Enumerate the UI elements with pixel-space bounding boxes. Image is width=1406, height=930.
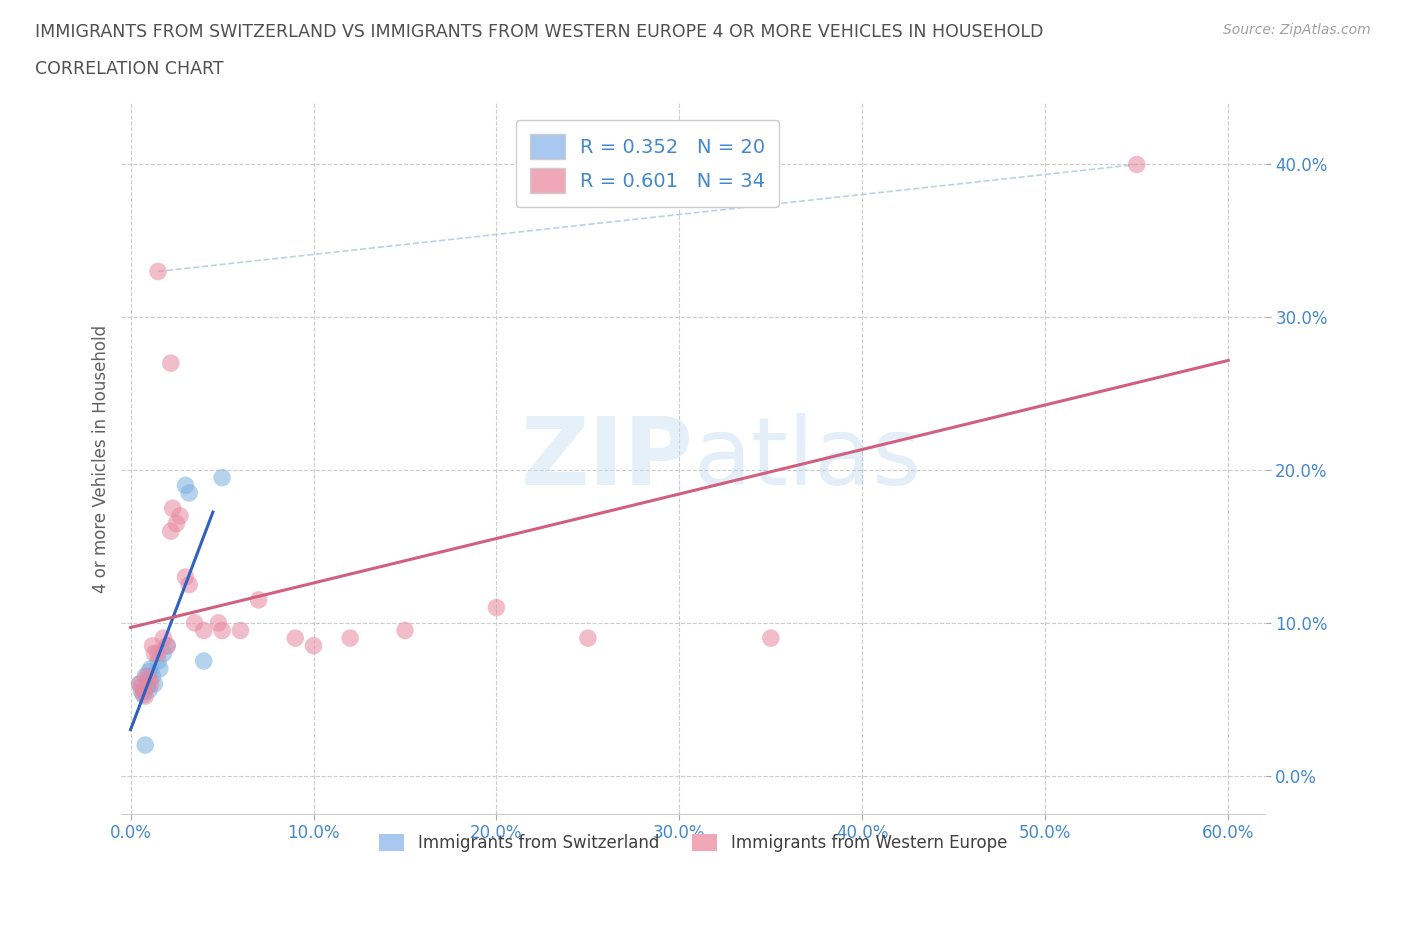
Point — [174, 569, 197, 584]
Point — [284, 631, 307, 645]
Point — [394, 623, 416, 638]
Point — [193, 623, 215, 638]
Point — [143, 676, 166, 691]
Point — [128, 676, 150, 691]
Point — [179, 578, 201, 592]
Point — [141, 669, 163, 684]
Point — [156, 638, 179, 653]
Point — [152, 646, 174, 661]
Point — [138, 683, 160, 698]
Point — [229, 623, 252, 638]
Point — [339, 631, 361, 645]
Point — [207, 616, 229, 631]
Point — [149, 661, 172, 676]
Point — [160, 355, 183, 370]
Point — [128, 676, 150, 691]
Point — [132, 687, 155, 702]
Point — [132, 684, 155, 699]
Point — [160, 524, 183, 538]
Point — [139, 676, 162, 691]
Text: CORRELATION CHART: CORRELATION CHART — [35, 60, 224, 78]
Point — [143, 646, 166, 661]
Legend: Immigrants from Switzerland, Immigrants from Western Europe: Immigrants from Switzerland, Immigrants … — [373, 828, 1014, 858]
Point — [136, 680, 159, 695]
Point — [131, 684, 153, 699]
Point — [165, 516, 187, 531]
Point — [211, 471, 233, 485]
Point — [485, 600, 508, 615]
Point — [156, 638, 179, 653]
Point — [138, 672, 160, 687]
Point — [134, 689, 156, 704]
Point — [141, 638, 163, 653]
Point — [136, 669, 159, 684]
Point — [138, 664, 160, 679]
Point — [576, 631, 599, 645]
Y-axis label: 4 or more Vehicles in Household: 4 or more Vehicles in Household — [93, 325, 110, 592]
Point — [193, 654, 215, 669]
Point — [179, 485, 201, 500]
Point — [152, 631, 174, 645]
Point — [134, 737, 156, 752]
Point — [162, 500, 184, 515]
Point — [247, 592, 270, 607]
Point — [138, 673, 160, 688]
Point — [169, 509, 191, 524]
Point — [759, 631, 782, 645]
Point — [183, 616, 205, 631]
Point — [211, 623, 233, 638]
Point — [146, 264, 169, 279]
Text: IMMIGRANTS FROM SWITZERLAND VS IMMIGRANTS FROM WESTERN EUROPE 4 OR MORE VEHICLES: IMMIGRANTS FROM SWITZERLAND VS IMMIGRANT… — [35, 23, 1043, 41]
Point — [174, 478, 197, 493]
Point — [134, 669, 156, 684]
Point — [302, 638, 325, 653]
Point — [146, 654, 169, 669]
Text: Source: ZipAtlas.com: Source: ZipAtlas.com — [1223, 23, 1371, 37]
Point — [146, 646, 169, 661]
Text: atlas: atlas — [693, 413, 921, 505]
Point — [1126, 157, 1149, 172]
Point — [139, 661, 162, 676]
Point — [131, 680, 153, 695]
Text: ZIP: ZIP — [520, 413, 693, 505]
